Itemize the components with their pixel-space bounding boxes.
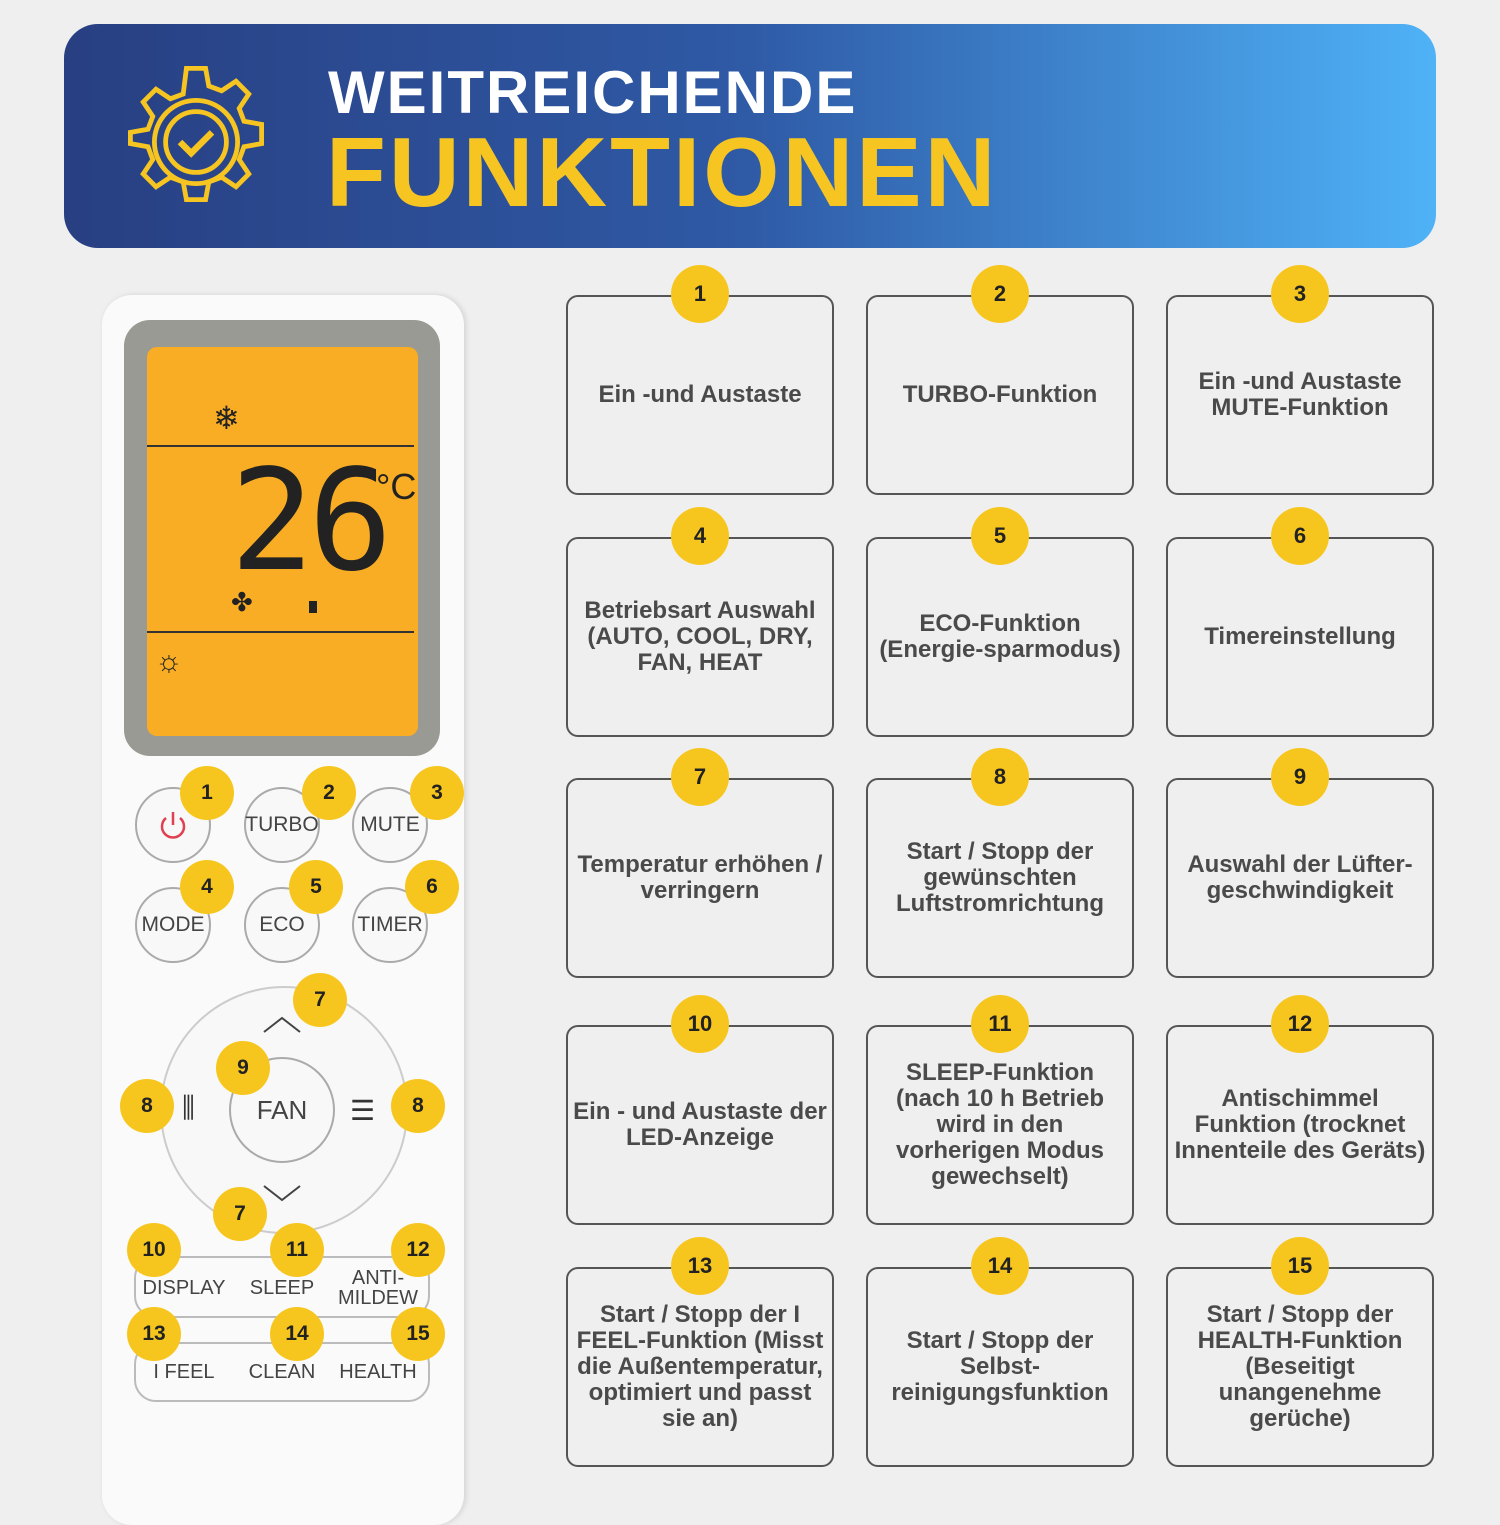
function-number-badge: 11 — [971, 995, 1029, 1053]
function-card: Start / Stopp der HEALTH-Funktion (Besei… — [1166, 1267, 1434, 1467]
fan-icon: ✤ — [231, 587, 253, 617]
function-number-badge: 2 — [971, 265, 1029, 323]
remote-button-fan[interactable]: FAN — [229, 1057, 335, 1163]
function-description: Start / Stopp der HEALTH-Funktion (Besei… — [1197, 1301, 1403, 1432]
function-card: Ein - und Austaste der LED-Anzeige — [566, 1025, 834, 1225]
function-card: TURBO-Funktion — [866, 295, 1134, 495]
function-number-badge: 14 — [971, 1237, 1029, 1295]
function-card: Timereinstellung — [1166, 537, 1434, 737]
title-line-2: FUNKTIONEN — [326, 117, 999, 227]
function-card: Start / Stopp der gewünschten Luftstromr… — [866, 778, 1134, 978]
temperature-up-button[interactable] — [262, 1014, 302, 1034]
function-number-badge: 8 — [971, 748, 1029, 806]
function-card: Start / Stopp der I FEEL-Funktion (Misst… — [566, 1267, 834, 1467]
function-number-badge: 15 — [1271, 1237, 1329, 1295]
temperature-down-button[interactable] — [262, 1184, 302, 1204]
function-description: Start / Stopp der gewünschten Luftstromr… — [896, 838, 1104, 917]
function-card: Ein -und Austaste — [566, 295, 834, 495]
function-card: Start / Stopp der Selbst-reinigungsfunkt… — [866, 1267, 1134, 1467]
button-label: TIMER — [357, 913, 423, 936]
button-label: ECO — [259, 913, 305, 936]
button-label: FAN — [256, 1094, 308, 1125]
function-description: TURBO-Funktion — [902, 381, 1098, 408]
remote-number-badge: 10 — [127, 1223, 181, 1277]
button-label: TURBO — [245, 813, 319, 836]
remote-number-badge: 4 — [180, 860, 234, 914]
function-description: ECO-Funktion (Energie-sparmodus) — [879, 610, 1121, 663]
remote-number-badge: 11 — [270, 1223, 324, 1277]
function-description: Ein -und Austaste — [598, 381, 802, 408]
temperature-unit: °C — [376, 466, 417, 507]
function-number-badge: 4 — [671, 507, 729, 565]
power-icon — [160, 812, 186, 839]
remote-number-badge: 13 — [127, 1307, 181, 1361]
swing-vertical-button[interactable]: ⫼ — [182, 1092, 195, 1123]
temperature-readout: 26 — [230, 440, 393, 603]
snowflake-icon: ❄ — [213, 400, 240, 436]
function-description: Timereinstellung — [1204, 623, 1396, 650]
function-card: SLEEP-Funktion (nach 10 h Betrieb wird i… — [866, 1025, 1134, 1225]
remote-number-badge: 15 — [391, 1307, 445, 1361]
function-description: Temperatur erhöhen / verringern — [577, 851, 823, 904]
button-label: MUTE — [360, 813, 420, 836]
function-number-badge: 12 — [1271, 995, 1329, 1053]
remote-button-health[interactable]: HEALTH — [339, 1361, 417, 1383]
function-card: ECO-Funktion (Energie-sparmodus) — [866, 537, 1134, 737]
function-card: Ein -und Austaste MUTE-Funktion — [1166, 295, 1434, 495]
function-number-badge: 7 — [671, 748, 729, 806]
remote-button-eco[interactable]: ECO — [244, 887, 320, 963]
remote-number-badge: 5 — [289, 860, 343, 914]
remote-number-badge: 6 — [405, 860, 459, 914]
button-label: MODE — [141, 913, 205, 936]
remote-number-badge: 1 — [180, 766, 234, 820]
remote-number-badge: 3 — [410, 766, 464, 820]
function-card: Betriebsart Auswahl (AUTO, COOL, DRY, FA… — [566, 537, 834, 737]
function-number-badge: 1 — [671, 265, 729, 323]
function-description: Start / Stopp der Selbst-reinigungsfunkt… — [891, 1327, 1109, 1406]
remote-number-badge: 9 — [216, 1041, 270, 1095]
header-banner: WEITREICHENDE FUNKTIONEN — [64, 24, 1436, 248]
function-description: Ein - und Austaste der LED-Anzeige — [573, 1098, 827, 1151]
function-card: Antischimmel Funktion (trocknet Innentei… — [1166, 1025, 1434, 1225]
function-description: Auswahl der Lüfter-geschwindigkeit — [1187, 851, 1413, 904]
remote-button-i-feel[interactable]: I FEEL — [153, 1361, 215, 1383]
remote-button-anti-mildew[interactable]: ANTI- MILDEW — [338, 1267, 418, 1309]
function-number-badge: 13 — [671, 1237, 729, 1295]
function-description: Ein -und Austaste MUTE-Funktion — [1198, 368, 1402, 421]
remote-number-badge: 12 — [391, 1223, 445, 1277]
remote-button-display[interactable]: DISPLAY — [142, 1277, 226, 1299]
remote-number-badge: 2 — [302, 766, 356, 820]
function-number-badge: 3 — [1271, 265, 1329, 323]
function-description: Betriebsart Auswahl (AUTO, COOL, DRY, FA… — [584, 597, 816, 676]
function-card: Auswahl der Lüfter-geschwindigkeit — [1166, 778, 1434, 978]
remote-number-badge: 14 — [270, 1307, 324, 1361]
swing-horizontal-button[interactable]: ☰ — [350, 1095, 376, 1126]
remote-button-clean[interactable]: CLEAN — [248, 1361, 316, 1383]
title-line-1: WEITREICHENDE — [328, 59, 858, 126]
function-number-badge: 10 — [671, 995, 729, 1053]
remote-number-badge: 8 — [120, 1079, 174, 1133]
function-card: Temperatur erhöhen / verringern — [566, 778, 834, 978]
remote-number-badge: 8 — [391, 1079, 445, 1133]
light-icon: ☼ — [155, 645, 183, 678]
function-description: Antischimmel Funktion (trocknet Innentei… — [1174, 1085, 1426, 1164]
gear-check-icon — [128, 66, 264, 202]
function-description: SLEEP-Funktion (nach 10 h Betrieb wird i… — [895, 1059, 1105, 1190]
remote-button-mode[interactable]: MODE — [135, 887, 211, 963]
remote-number-badge: 7 — [213, 1187, 267, 1241]
function-number-badge: 6 — [1271, 507, 1329, 565]
remote-number-badge: 7 — [293, 973, 347, 1027]
remote-button-sleep[interactable]: SLEEP — [249, 1277, 315, 1299]
lcd-display: ❄ ✤ ☼ — [147, 347, 418, 736]
function-number-badge: 9 — [1271, 748, 1329, 806]
function-number-badge: 5 — [971, 507, 1029, 565]
function-description: Start / Stopp der I FEEL-Funktion (Misst… — [576, 1301, 824, 1432]
